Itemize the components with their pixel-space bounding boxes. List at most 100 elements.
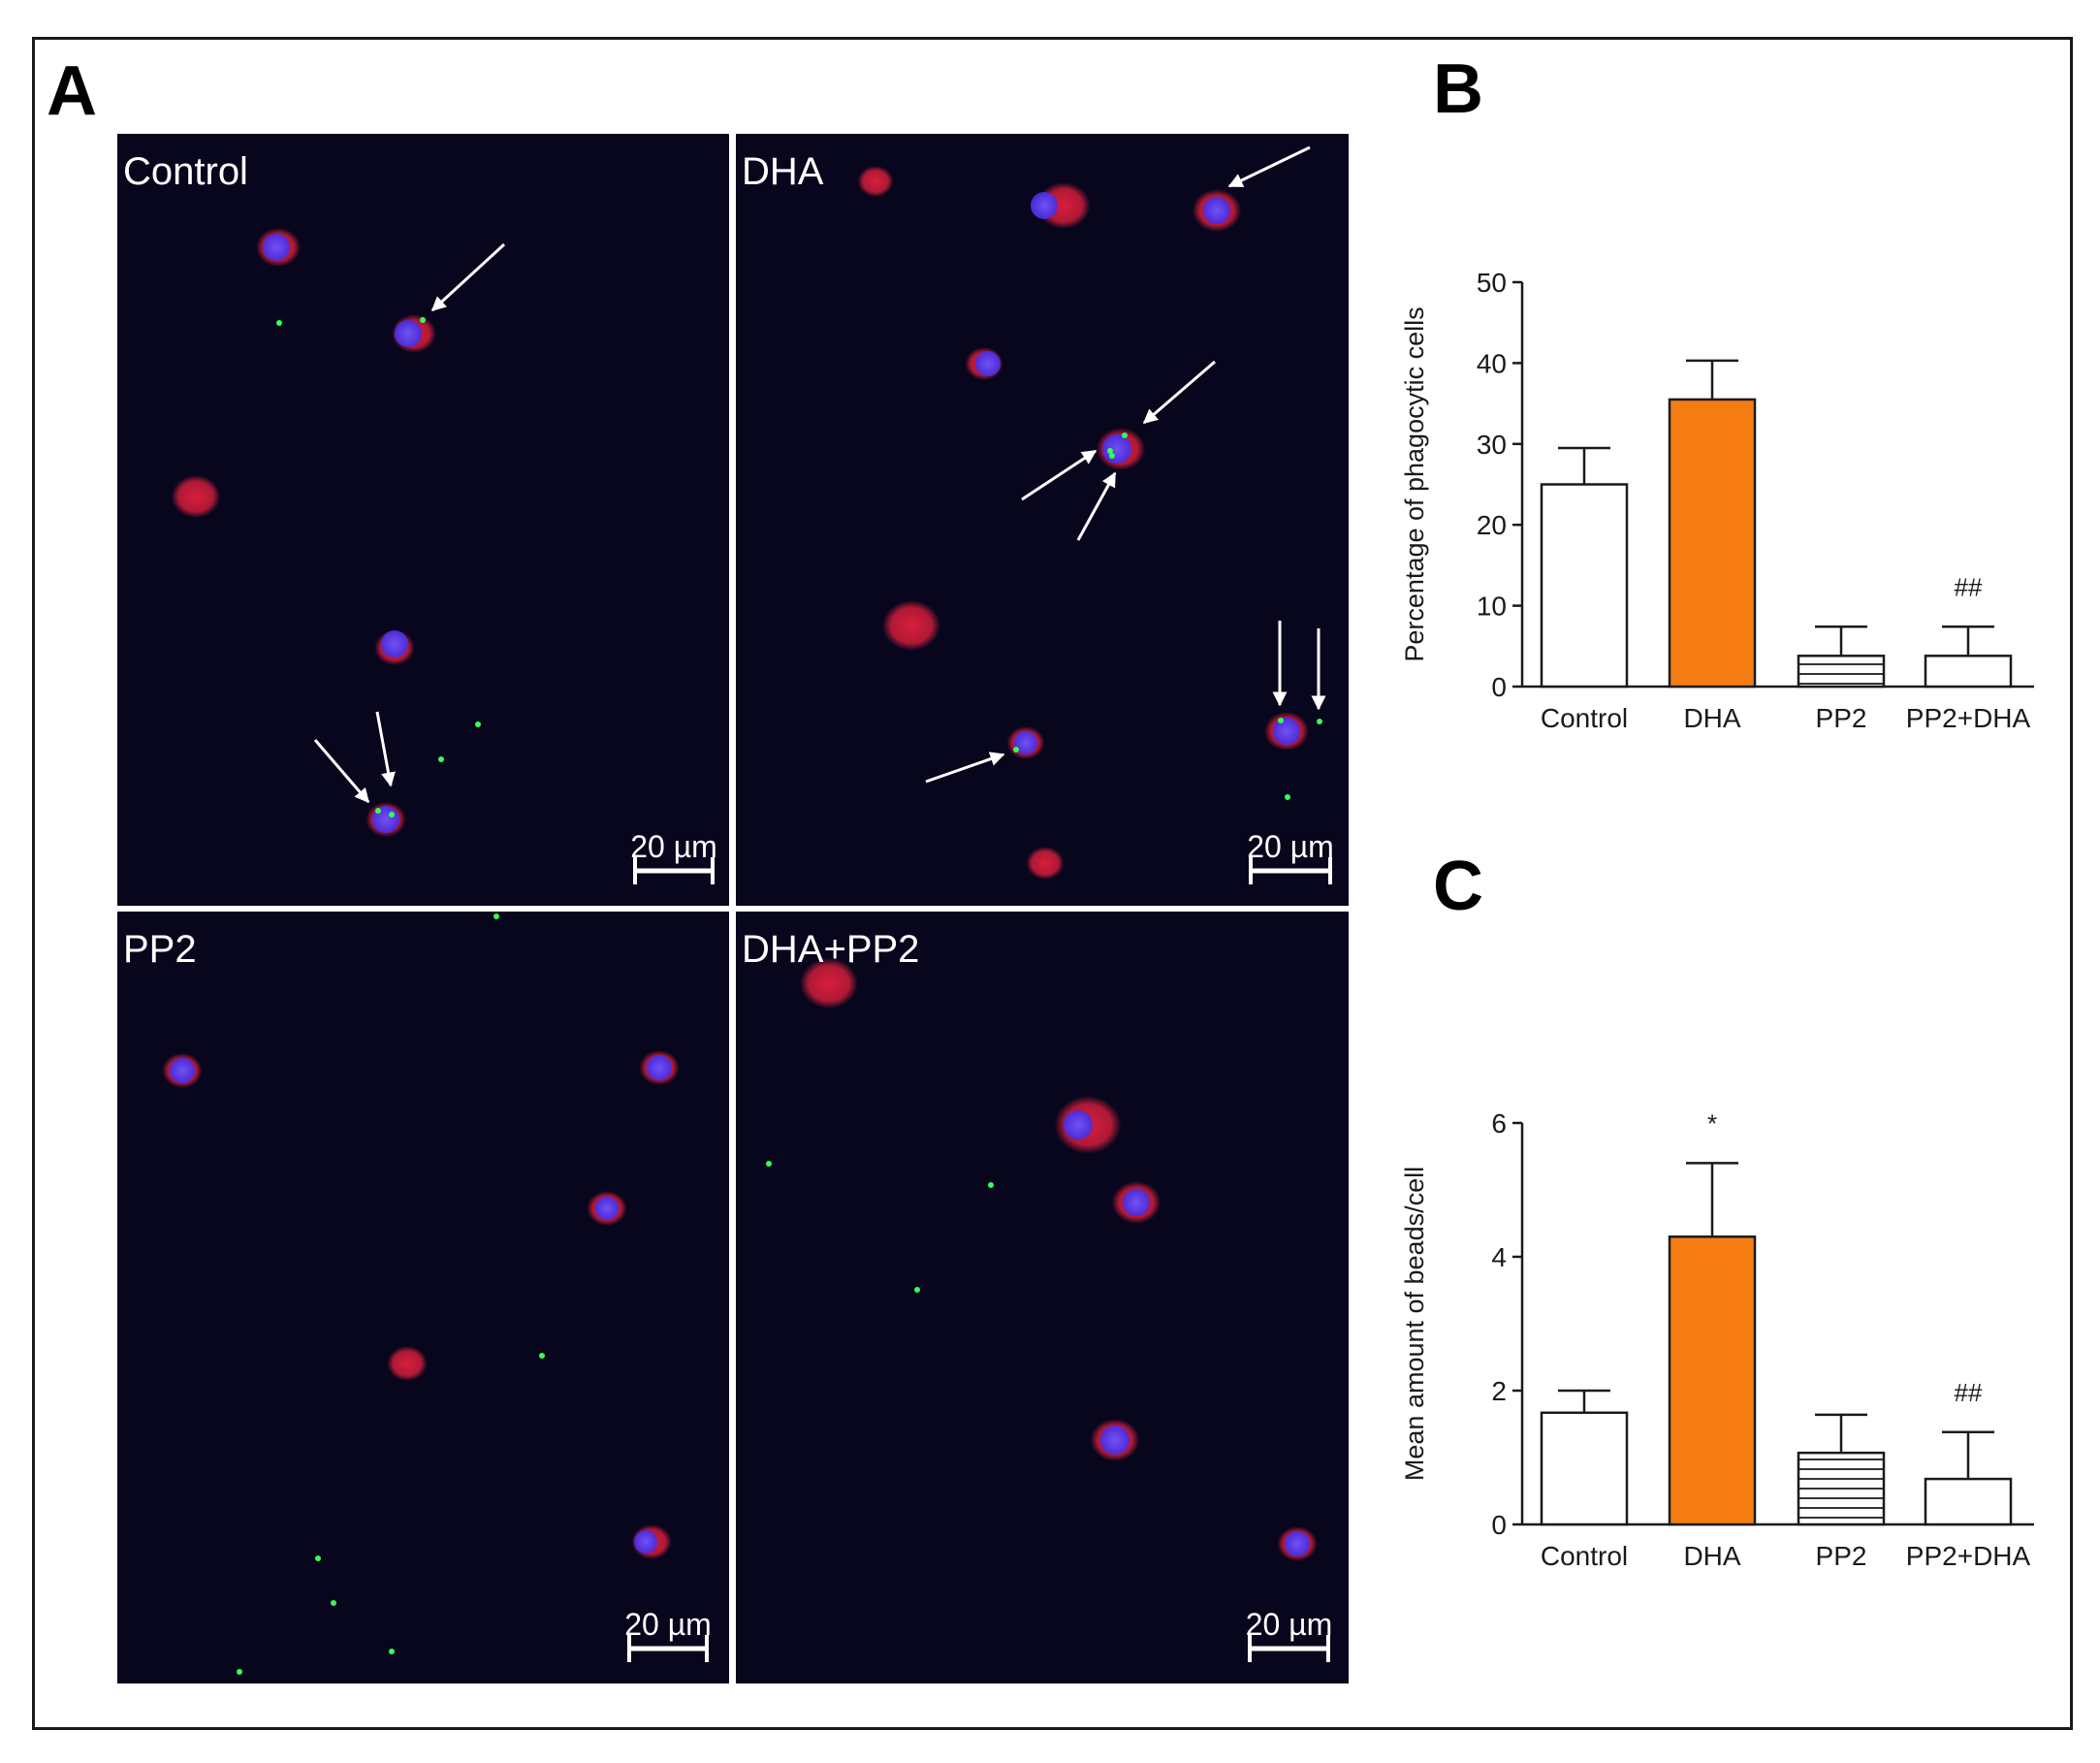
cell-cytoplasm xyxy=(1026,847,1065,880)
cell xyxy=(1111,1181,1161,1224)
bead xyxy=(914,1287,920,1293)
cell xyxy=(965,347,1003,380)
cell-nucleus xyxy=(634,1530,657,1554)
bar-group-pp2: PP2 xyxy=(1797,625,1886,733)
cell-nucleus xyxy=(1273,718,1300,745)
y-tick-label: 2 xyxy=(1491,1376,1507,1406)
x-tick-label: PP2 xyxy=(1816,1541,1867,1571)
bar-group-pp2-plus-dha: PP2+DHA ## xyxy=(1906,572,2031,733)
y-axis-label: Mean amount of beads/cell xyxy=(1400,1167,1429,1481)
cell xyxy=(1090,1419,1140,1461)
cell xyxy=(1026,847,1065,880)
x-tick-label: Control xyxy=(1541,1541,1628,1571)
cell xyxy=(800,958,858,1009)
micrograph-background xyxy=(736,912,1349,1683)
cell-cytoplasm xyxy=(857,166,894,197)
x-tick-label: DHA xyxy=(1683,703,1740,733)
cell-cytoplasm xyxy=(800,958,858,1009)
micrograph-label: PP2 xyxy=(123,928,197,971)
micrograph-background xyxy=(117,134,729,906)
cell-cytoplasm xyxy=(171,475,221,518)
cell xyxy=(392,314,436,353)
micrograph-label: DHA+PP2 xyxy=(742,928,919,971)
y-tick-label: 6 xyxy=(1491,1108,1507,1138)
cell-nucleus xyxy=(1123,1189,1150,1216)
bead xyxy=(766,1161,772,1167)
bead xyxy=(1109,453,1115,459)
bead xyxy=(1278,718,1284,723)
cell xyxy=(1054,1096,1122,1154)
cell-nucleus xyxy=(1203,197,1230,224)
scale-bar-label: 20 µm xyxy=(630,829,717,864)
axes: 0 10 20 30 40 50 Percentage of phagocytic cell… xyxy=(1400,268,2034,702)
panel-label-c: C xyxy=(1433,848,1483,925)
bead xyxy=(331,1600,336,1606)
cell-nucleus xyxy=(647,1055,672,1080)
bead xyxy=(389,1649,395,1654)
arrow xyxy=(1021,449,1098,501)
y-axis-label: Percentage of phagocytic cells xyxy=(1400,306,1429,661)
cell xyxy=(631,1524,672,1559)
cell xyxy=(1031,182,1091,229)
x-tick-label: PP2+DHA xyxy=(1906,1541,2031,1571)
y-tick-label: 4 xyxy=(1491,1242,1507,1272)
panel-label-a: A xyxy=(47,52,97,130)
bead xyxy=(375,808,381,814)
panel-label-b: B xyxy=(1433,50,1483,128)
bead xyxy=(237,1669,242,1675)
y-tick-label: 0 xyxy=(1491,1510,1507,1540)
bar xyxy=(1924,1477,2013,1526)
y-tick-label: 40 xyxy=(1477,348,1507,378)
y-tick-label: 50 xyxy=(1477,268,1507,298)
arrow xyxy=(1227,145,1311,188)
cell-cytoplasm xyxy=(387,1346,428,1381)
cell xyxy=(387,1346,428,1381)
micrograph-label: Control xyxy=(123,150,248,193)
bar-group-pp2-plus-dha: PP2+DHA ## xyxy=(1906,1378,2031,1571)
bead xyxy=(1317,719,1322,724)
cell-nucleus xyxy=(263,234,290,261)
bead xyxy=(315,1555,321,1561)
bar xyxy=(1540,483,1629,689)
bead xyxy=(988,1182,994,1188)
bar xyxy=(1924,655,2013,689)
micrograph-background xyxy=(736,134,1349,906)
arrow xyxy=(375,711,396,787)
bar-group-dha: DHA xyxy=(1668,359,1757,733)
panel-divider-horizontal xyxy=(117,906,1349,912)
significance-annotation: ## xyxy=(1955,1378,1983,1407)
cell-nucleus xyxy=(975,351,1001,376)
arrow xyxy=(313,739,370,804)
cell xyxy=(1277,1526,1318,1561)
bead xyxy=(1107,448,1113,454)
bead xyxy=(276,320,282,326)
bar-group-pp2: PP2 xyxy=(1797,1413,1886,1571)
scale-bar-label: 20 µm xyxy=(624,1607,712,1642)
scale-bar-label: 20 µm xyxy=(1246,1607,1333,1642)
micrograph-pp2: PP2 20 µm xyxy=(117,912,729,1683)
bar-group-control: Control xyxy=(1540,1389,1629,1571)
bead xyxy=(475,721,481,727)
arrow xyxy=(430,242,506,312)
cell xyxy=(639,1050,680,1085)
x-tick-label: DHA xyxy=(1683,1541,1740,1571)
cell-nucleus xyxy=(1064,1110,1093,1139)
y-tick-label: 0 xyxy=(1491,672,1507,702)
bead xyxy=(420,317,426,323)
scale-bar-label: 20 µm xyxy=(1247,829,1334,864)
arrow xyxy=(925,752,1005,784)
bead xyxy=(539,1353,545,1359)
cell xyxy=(857,166,894,197)
cell-nucleus xyxy=(381,630,408,657)
micrograph-dha-plus-pp2: DHA+PP2 20 µm xyxy=(736,912,1349,1683)
bead xyxy=(1122,433,1128,438)
cell xyxy=(256,228,301,267)
significance-annotation: ## xyxy=(1955,572,1983,601)
cell-cytoplasm xyxy=(882,600,940,651)
cell xyxy=(882,600,940,651)
bar xyxy=(1668,398,1757,689)
cell-nucleus xyxy=(1031,192,1058,219)
cell xyxy=(374,630,415,665)
